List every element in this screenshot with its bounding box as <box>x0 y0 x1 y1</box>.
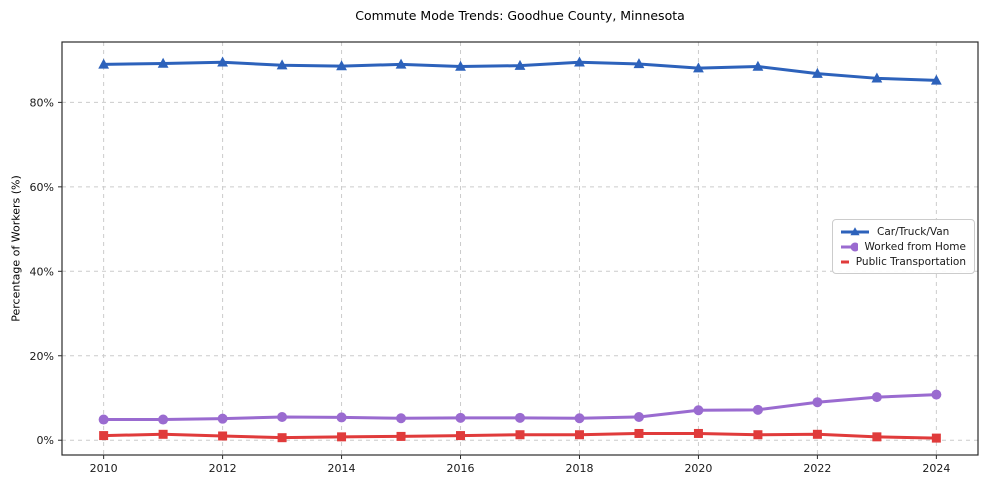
series-point-marker <box>158 414 169 425</box>
series-point-marker <box>812 429 822 439</box>
series-point-marker <box>871 392 882 403</box>
x-tick-label: 2016 <box>447 462 475 475</box>
series-point-marker <box>633 58 645 69</box>
series-point-marker <box>574 56 585 67</box>
series-point-marker <box>277 411 288 422</box>
series-point-marker <box>812 397 823 408</box>
series-point-marker <box>336 412 347 423</box>
series-point-marker <box>99 431 109 441</box>
series-point-marker <box>277 433 287 443</box>
series-point-marker <box>218 431 228 441</box>
legend-item: Worked from Home <box>840 239 966 254</box>
legend-label: Car/Truck/Van <box>877 225 950 238</box>
chart-title: Commute Mode Trends: Goodhue County, Min… <box>355 8 685 23</box>
square-legend-icon <box>841 260 849 263</box>
x-tick-label: 2014 <box>328 462 356 475</box>
x-tick-label: 2012 <box>209 462 237 475</box>
series-point-marker <box>514 59 526 70</box>
series-point-marker <box>98 58 110 69</box>
plot-border <box>61 41 979 456</box>
series-point-marker <box>515 412 525 423</box>
series-point-marker <box>871 72 883 83</box>
series-point-marker <box>693 405 704 416</box>
series-point-marker <box>455 412 466 423</box>
y-tick-label: 20% <box>30 350 54 363</box>
series-point-marker <box>396 413 407 424</box>
series-point-marker <box>752 404 763 415</box>
x-tick-label: 2020 <box>684 462 712 475</box>
x-tick-label: 2024 <box>922 462 950 475</box>
series-point-marker <box>753 430 763 440</box>
legend-label: Worked from Home <box>864 240 966 253</box>
legend-label: Public Transportation <box>855 255 966 268</box>
x-tick-label: 2010 <box>90 462 118 475</box>
series-point-marker <box>157 57 169 68</box>
series-point-marker <box>812 67 823 78</box>
series-point-marker <box>158 429 168 439</box>
series-point-marker <box>336 60 347 71</box>
y-tick-label: 80% <box>30 96 54 109</box>
y-tick-label: 0% <box>37 434 54 447</box>
series-point-marker <box>634 428 644 438</box>
series-point-marker <box>931 433 941 443</box>
circle-legend-icon <box>841 242 858 251</box>
series-point-marker <box>872 432 882 442</box>
y-tick-label: 60% <box>30 181 54 194</box>
x-tick-label: 2018 <box>565 462 593 475</box>
series-point-marker <box>930 74 942 85</box>
series-point-marker <box>515 430 525 440</box>
series-point-marker <box>931 389 942 400</box>
series-point-marker <box>456 431 466 441</box>
series-point-marker <box>693 428 703 438</box>
series-point-marker <box>752 60 764 71</box>
series-point-marker <box>217 56 228 67</box>
series-point-marker <box>337 432 347 442</box>
series-point-marker <box>574 430 584 440</box>
series-point-marker <box>217 413 228 424</box>
series-point-marker <box>455 60 466 71</box>
series-point-marker <box>633 411 644 422</box>
triangle-legend-icon <box>841 226 869 235</box>
series-point-marker <box>98 414 109 425</box>
legend-item: Public Transportation <box>840 254 966 269</box>
y-tick-label: 40% <box>30 265 54 278</box>
series-point-marker <box>276 59 288 70</box>
series-point-marker <box>574 413 585 424</box>
x-tick-label: 2022 <box>803 462 831 475</box>
legend-item: Car/Truck/Van <box>840 224 966 239</box>
legend: Car/Truck/Van Worked from Home Public Tran… <box>832 219 975 274</box>
series-point-marker <box>396 431 406 441</box>
series-point-marker <box>693 62 704 73</box>
series-point-marker <box>395 58 407 69</box>
